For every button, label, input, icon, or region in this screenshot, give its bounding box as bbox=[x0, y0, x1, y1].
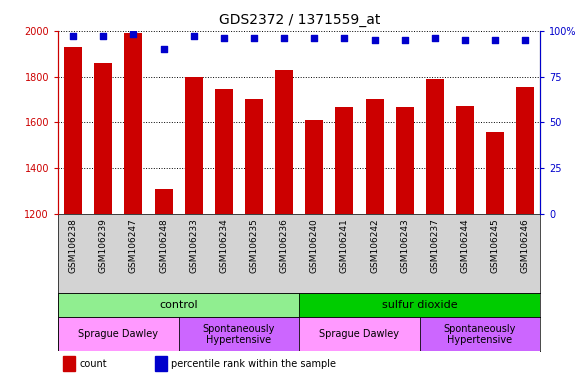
Bar bbox=[456, 106, 474, 214]
Text: GSM106242: GSM106242 bbox=[370, 218, 379, 273]
Text: GSM106236: GSM106236 bbox=[279, 218, 289, 273]
Bar bbox=[426, 79, 444, 214]
Text: Spontaneously
Hypertensive: Spontaneously Hypertensive bbox=[444, 324, 517, 345]
Bar bbox=[335, 108, 353, 214]
Bar bbox=[275, 70, 293, 214]
Point bbox=[460, 37, 469, 43]
Point bbox=[400, 37, 410, 43]
Bar bbox=[64, 47, 83, 214]
Text: GSM106247: GSM106247 bbox=[129, 218, 138, 273]
Point bbox=[69, 33, 78, 39]
Text: count: count bbox=[80, 359, 107, 369]
Bar bbox=[185, 76, 203, 214]
Bar bbox=[420, 318, 540, 351]
Text: GSM106241: GSM106241 bbox=[340, 218, 349, 273]
Point bbox=[370, 37, 379, 43]
Text: GSM106239: GSM106239 bbox=[99, 218, 108, 273]
Text: Spontaneously
Hypertensive: Spontaneously Hypertensive bbox=[203, 324, 275, 345]
Text: GSM106246: GSM106246 bbox=[521, 218, 530, 273]
Text: GSM106243: GSM106243 bbox=[400, 218, 409, 273]
Bar bbox=[305, 120, 324, 214]
Text: percentile rank within the sample: percentile rank within the sample bbox=[171, 359, 336, 369]
Bar bbox=[124, 33, 142, 214]
Bar bbox=[365, 99, 383, 214]
Bar bbox=[516, 87, 535, 214]
Text: GSM106240: GSM106240 bbox=[310, 218, 319, 273]
Point bbox=[430, 35, 439, 41]
Bar bbox=[396, 108, 414, 214]
Point bbox=[189, 33, 198, 39]
Bar bbox=[179, 318, 299, 351]
Text: GSM106248: GSM106248 bbox=[159, 218, 168, 273]
Point bbox=[340, 35, 349, 41]
Text: GSM106235: GSM106235 bbox=[249, 218, 259, 273]
Bar bbox=[245, 99, 263, 214]
Bar bbox=[155, 189, 173, 214]
Point bbox=[159, 46, 168, 52]
Point bbox=[279, 35, 289, 41]
Text: GSM106245: GSM106245 bbox=[490, 218, 500, 273]
Bar bbox=[299, 318, 420, 351]
Text: GSM106237: GSM106237 bbox=[431, 218, 439, 273]
Point bbox=[249, 35, 259, 41]
Title: GDS2372 / 1371559_at: GDS2372 / 1371559_at bbox=[218, 13, 380, 27]
Point bbox=[521, 37, 530, 43]
Point bbox=[490, 37, 500, 43]
Point bbox=[99, 33, 108, 39]
Bar bbox=[63, 356, 75, 371]
Bar bbox=[215, 89, 233, 214]
Bar bbox=[58, 318, 179, 351]
Text: sulfur dioxide: sulfur dioxide bbox=[382, 300, 458, 310]
Text: Sprague Dawley: Sprague Dawley bbox=[320, 329, 400, 339]
Bar bbox=[58, 293, 299, 318]
Text: control: control bbox=[159, 300, 198, 310]
Text: GSM106244: GSM106244 bbox=[461, 218, 469, 273]
Point bbox=[310, 35, 319, 41]
Text: GSM106234: GSM106234 bbox=[220, 218, 228, 273]
Point bbox=[129, 31, 138, 38]
Text: GSM106238: GSM106238 bbox=[69, 218, 78, 273]
Bar bbox=[94, 63, 112, 214]
Text: Sprague Dawley: Sprague Dawley bbox=[78, 329, 159, 339]
Bar bbox=[299, 293, 540, 318]
Point bbox=[219, 35, 228, 41]
Bar bbox=[486, 131, 504, 214]
Bar bbox=[155, 356, 167, 371]
Text: GSM106233: GSM106233 bbox=[189, 218, 198, 273]
